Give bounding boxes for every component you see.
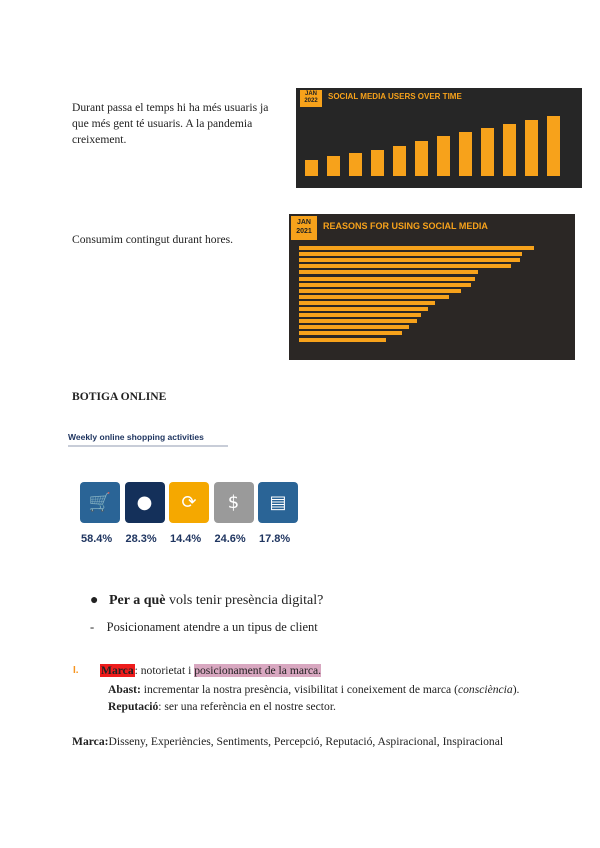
reputacio-text: : ser una referència en el nostre sector… — [158, 700, 336, 713]
bar — [299, 276, 476, 281]
intro-line: Durant passa el temps hi ha més usuaris … — [72, 101, 269, 114]
bar — [481, 128, 494, 176]
bar — [299, 319, 417, 324]
social-media-users-image: JAN 2022 SOCIAL MEDIA USERS OVER TIME — [296, 88, 582, 188]
bullet-text: vols tenir presència digital? — [165, 593, 324, 608]
bar — [299, 300, 436, 305]
bar — [525, 120, 538, 176]
bar — [299, 325, 410, 330]
bullet-icon: ● — [90, 593, 99, 608]
bar — [299, 288, 462, 293]
abast-end: ). — [512, 683, 520, 696]
bar — [299, 307, 429, 311]
bar — [437, 136, 450, 176]
abast-text: incrementar la nostra presència, visibil… — [140, 683, 458, 696]
chart-title: REASONS FOR USING SOCIAL MEDIA — [323, 221, 488, 231]
bar — [327, 155, 340, 176]
marca-highlight: Marca — [100, 664, 135, 677]
bar — [299, 258, 520, 263]
bar — [299, 282, 471, 287]
dollar-cycle-icon: $ — [213, 482, 254, 523]
shopping-percent: 17.8% — [259, 533, 291, 545]
item1-sep: : notorietat i — [134, 664, 195, 677]
bullet-item: ● Per a què vols tenir presència digital… — [90, 592, 323, 610]
dash-text: Posicionament atendre a un tipus de clie… — [106, 620, 318, 634]
bar — [371, 149, 384, 176]
bar — [393, 146, 406, 176]
calendar-payment-icon: ▤ — [258, 482, 298, 523]
bar — [299, 294, 450, 299]
bar — [299, 337, 386, 342]
bullet-bold: Per a què — [108, 593, 166, 608]
abast-label: Abast: — [108, 683, 141, 696]
bar — [299, 252, 523, 257]
bar — [299, 331, 403, 336]
refresh-icon: ⟳ — [169, 482, 209, 523]
dash-icon: - — [90, 620, 95, 634]
shopping-percent: 28.3% — [125, 533, 157, 545]
abast-italic: consciència — [457, 683, 513, 696]
pear-icon: ● — [124, 482, 165, 523]
intro-text: Durant passa el temps hi ha més usuaris … — [72, 100, 268, 148]
bar — [305, 160, 318, 176]
bar — [349, 153, 362, 176]
list-number: I. — [73, 665, 79, 676]
marca-label: Marca: — [72, 735, 109, 748]
shopping-percent: 14.4% — [170, 533, 202, 545]
marca-line: Marca:Disseny, Experiències, Sentiments,… — [72, 734, 503, 750]
bar — [459, 132, 472, 176]
bar — [299, 264, 511, 269]
cart-icon: 🛒 — [80, 482, 120, 523]
reputacio-line: Reputació: ser una referència en el nost… — [108, 699, 336, 715]
posicionament-highlight: posicionament de la marca. — [194, 664, 322, 677]
intro-line: creixement. — [72, 133, 127, 146]
bar — [547, 116, 560, 176]
dash-item: - Posicionament atendre a un tipus de cl… — [90, 619, 318, 635]
abast-line: Abast: incrementar la nostra presència, … — [108, 682, 519, 698]
shopping-percent: 58.4% — [81, 533, 113, 545]
shopping-percent: 24.6% — [214, 533, 246, 545]
chart-badge: JAN 2022 — [300, 90, 322, 107]
section-heading: BOTIGA ONLINE — [72, 390, 167, 403]
chart-title: SOCIAL MEDIA USERS OVER TIME — [328, 92, 462, 101]
bar — [299, 270, 478, 275]
marca-text: Disseny, Experiències, Sentiments, Perce… — [108, 735, 504, 748]
shopping-title: Weekly online shopping activities — [68, 432, 204, 442]
consum-text: Consumim contingut durant hores. — [72, 233, 234, 246]
bar — [503, 123, 516, 176]
reputacio-label: Reputació — [108, 700, 159, 713]
bar — [299, 246, 534, 250]
bar — [299, 313, 422, 318]
intro-line: que més gent té usuaris. A la pandemia — [72, 117, 253, 130]
bar — [415, 141, 428, 176]
reasons-social-media-image: JAN 2021 REASONS FOR USING SOCIAL MEDIA — [289, 214, 575, 360]
chart-badge: JAN 2021 — [291, 216, 317, 240]
subtitle-line — [68, 445, 228, 447]
item1-text: Marca: notorietat i posicionament de la … — [100, 663, 322, 679]
